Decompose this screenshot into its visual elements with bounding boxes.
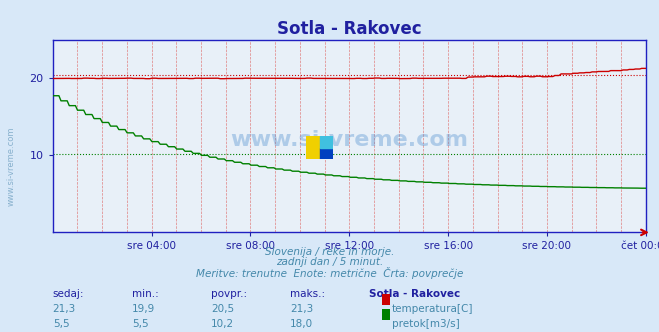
- Text: pretok[m3/s]: pretok[m3/s]: [392, 319, 460, 329]
- Text: 21,3: 21,3: [290, 304, 313, 314]
- Text: zadnji dan / 5 minut.: zadnji dan / 5 minut.: [276, 257, 383, 267]
- Text: Sotla - Rakovec: Sotla - Rakovec: [369, 289, 460, 299]
- Text: www.si-vreme.com: www.si-vreme.com: [7, 126, 16, 206]
- Text: maks.:: maks.:: [290, 289, 325, 299]
- Text: sedaj:: sedaj:: [53, 289, 84, 299]
- Text: www.si-vreme.com: www.si-vreme.com: [230, 130, 469, 150]
- Title: Sotla - Rakovec: Sotla - Rakovec: [277, 20, 422, 38]
- Text: min.:: min.:: [132, 289, 159, 299]
- Text: Slovenija / reke in morje.: Slovenija / reke in morje.: [265, 247, 394, 257]
- Text: 5,5: 5,5: [132, 319, 148, 329]
- Text: 18,0: 18,0: [290, 319, 313, 329]
- Text: temperatura[C]: temperatura[C]: [392, 304, 474, 314]
- Text: povpr.:: povpr.:: [211, 289, 247, 299]
- Bar: [320, 136, 333, 148]
- Text: 10,2: 10,2: [211, 319, 234, 329]
- Bar: [320, 148, 333, 159]
- Bar: [306, 136, 320, 159]
- Text: 20,5: 20,5: [211, 304, 234, 314]
- Text: 19,9: 19,9: [132, 304, 155, 314]
- Text: 5,5: 5,5: [53, 319, 69, 329]
- Text: 21,3: 21,3: [53, 304, 76, 314]
- Text: Meritve: trenutne  Enote: metrične  Črta: povprečje: Meritve: trenutne Enote: metrične Črta: …: [196, 267, 463, 279]
